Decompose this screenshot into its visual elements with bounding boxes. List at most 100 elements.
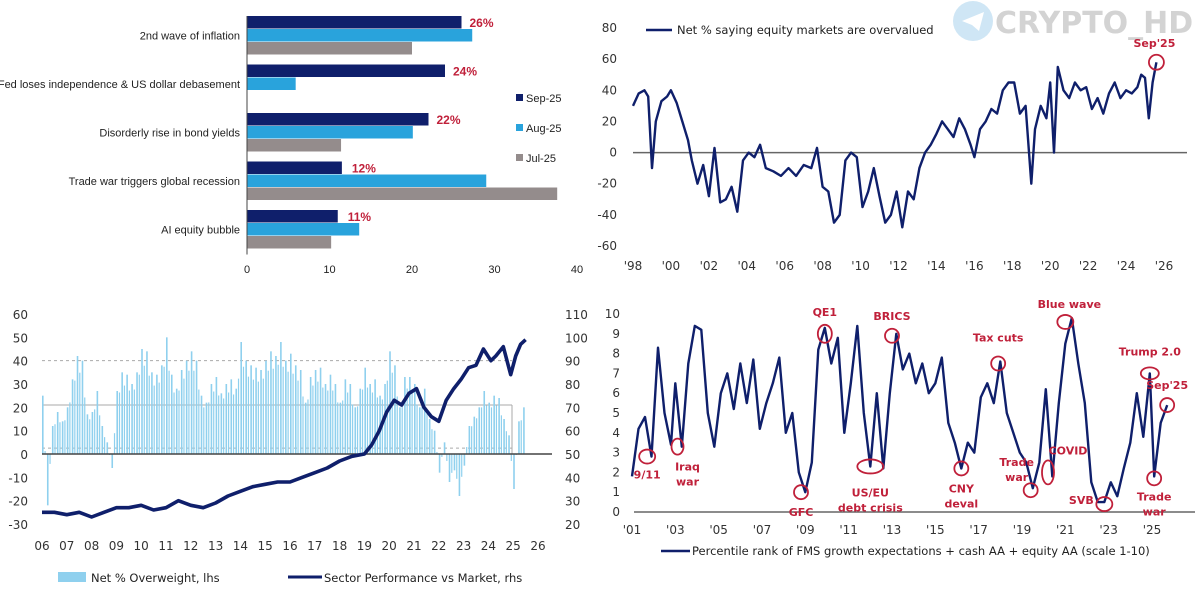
overweight-bar — [183, 378, 185, 454]
overweight-bar — [453, 454, 456, 471]
legend-swatch — [516, 124, 523, 131]
annotation-label-line: US/EU — [852, 486, 889, 499]
overweight-bar — [138, 374, 140, 454]
y-right-tick-label: 50 — [565, 448, 580, 462]
y-left-tick-label: 0 — [20, 448, 28, 462]
y-tick-label: 8 — [612, 347, 620, 361]
overweight-bar — [409, 377, 411, 454]
overweight-bar — [99, 415, 101, 454]
x-tick-label: 07 — [59, 539, 74, 553]
overweight-bar — [513, 454, 515, 489]
y-tick-label: -20 — [597, 177, 617, 191]
overweight-bar — [146, 351, 148, 454]
y-tick-label: -40 — [597, 208, 617, 222]
annotation-label-line: deval — [944, 497, 978, 510]
y-left-tick-label: 60 — [13, 308, 28, 322]
category-label: AI equity bubble — [161, 225, 240, 237]
overweight-bar — [180, 370, 183, 454]
x-tick-label: '07 — [753, 523, 772, 537]
chart-tail-risks: 2nd wave of inflation 26% Fed loses indepe… — [0, 16, 583, 276]
overweight-bar — [329, 374, 332, 454]
overweight-bar — [96, 391, 99, 454]
bar-sep-25 — [247, 210, 338, 223]
overweight-bar — [480, 407, 483, 454]
overweight-bar — [215, 377, 218, 454]
chart-overvalued: 80 60 40 20 0 -20 -40 -60 '98 '00 '02 '04 '06 '08 '10 '… — [597, 21, 1187, 273]
overweight-bar — [89, 419, 91, 454]
x-tick-label: 21 — [406, 539, 421, 553]
x-tick-label: 16 — [282, 539, 297, 553]
overweight-bar — [237, 378, 240, 454]
overweight-bar — [446, 454, 448, 461]
overweight-bar — [438, 454, 441, 473]
overweight-bar — [498, 398, 500, 454]
overweight-bar — [292, 373, 294, 454]
overweight-bar — [347, 392, 349, 454]
overweight-bar — [136, 372, 138, 454]
annotation-circle — [793, 484, 809, 501]
x-tick-label: 08 — [84, 539, 99, 553]
overweight-bar — [106, 442, 109, 454]
annotation-circle — [816, 323, 833, 344]
overweight-bar — [242, 366, 245, 454]
annotation-label-line: debt crisis — [838, 501, 903, 514]
annotation-circle — [884, 327, 900, 344]
overweight-bar — [436, 452, 438, 454]
x-tick-label: 14 — [233, 539, 248, 553]
x-tick-label: '22 — [1079, 259, 1098, 273]
bar-jul-25 — [247, 187, 558, 200]
overweight-bar — [523, 407, 525, 454]
overweight-bar — [366, 387, 369, 454]
overweight-bar — [456, 454, 458, 479]
x-tick-label: 15 — [258, 539, 273, 553]
bar-sep-25 — [247, 16, 462, 29]
annotation-label-line: QE1 — [813, 306, 838, 319]
overweight-bar — [503, 419, 505, 454]
annotation-label-line: CNY — [949, 482, 975, 495]
annotation-label: Tax cuts — [973, 332, 1024, 345]
annotation-circle — [638, 448, 657, 465]
overweight-bar — [131, 384, 133, 454]
overweight-bar — [356, 406, 359, 454]
overweight-bar — [203, 407, 205, 454]
overweight-bar — [64, 420, 66, 454]
overweight-bar — [141, 349, 143, 454]
x-tick-label: '02 — [700, 259, 719, 273]
overweight-bar — [76, 356, 79, 454]
overweight-bar — [113, 433, 116, 454]
overweight-bar — [163, 366, 165, 454]
overweight-bar — [161, 365, 163, 454]
overweight-bar — [148, 375, 150, 454]
overweight-bar — [423, 388, 426, 454]
y-left-tick-label: 50 — [13, 331, 28, 345]
y-left-tick-label: 30 — [13, 378, 28, 392]
overweight-bar — [359, 388, 362, 454]
overweight-bar — [228, 392, 230, 454]
overweight-bar — [277, 364, 279, 454]
overweight-bar — [510, 454, 512, 461]
legend-label: Net % Overweight, lhs — [91, 571, 220, 585]
annotation-label-line: war — [1143, 505, 1167, 518]
overweight-bar — [287, 371, 289, 454]
annotation-label-line: SVB — [1069, 494, 1094, 507]
overweight-bar — [218, 395, 220, 454]
overweight-bar — [327, 390, 329, 454]
overweight-bar — [500, 415, 502, 454]
y-tick-label: 60 — [602, 52, 617, 66]
annotation-label: CNY deval — [944, 482, 978, 510]
overweight-bar — [74, 380, 76, 454]
x-tick-label: 20 — [382, 539, 397, 553]
overweight-bar — [262, 378, 264, 454]
overweight-bar — [123, 385, 126, 454]
y-left-tick-label: -10 — [8, 471, 28, 485]
overweight-bar — [443, 442, 446, 454]
series-line-fms — [630, 316, 1169, 504]
overweight-bar — [458, 454, 461, 496]
overweight-bar — [59, 422, 61, 454]
overweight-bar — [418, 407, 421, 454]
chart-sector-overweight: 6050403020100-10-20-30110100908070605040… — [8, 308, 588, 585]
overweight-bar — [461, 454, 463, 477]
overweight-bar — [94, 409, 96, 454]
overweight-bar — [91, 412, 94, 454]
